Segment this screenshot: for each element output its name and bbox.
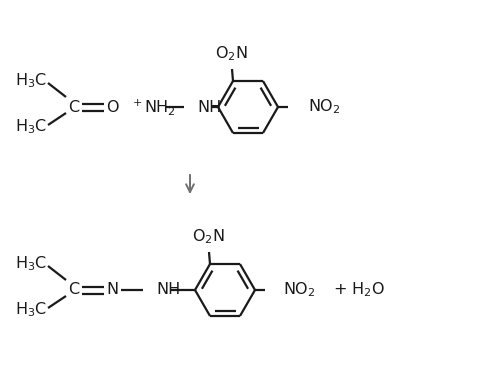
Text: H$_3$C: H$_3$C — [15, 255, 47, 273]
Text: $^+$NH$_2$: $^+$NH$_2$ — [130, 97, 176, 117]
Text: O$_2$N: O$_2$N — [215, 45, 247, 63]
Text: H$_3$C: H$_3$C — [15, 72, 47, 90]
Text: H$_3$C: H$_3$C — [15, 118, 47, 136]
Text: C: C — [69, 283, 80, 298]
Text: O$_2$N: O$_2$N — [192, 227, 225, 246]
Text: N: N — [106, 283, 118, 298]
Text: H$_3$C: H$_3$C — [15, 301, 47, 319]
Text: O: O — [106, 99, 118, 115]
Text: C: C — [69, 99, 80, 115]
Text: NO$_2$: NO$_2$ — [283, 281, 316, 300]
Text: NH: NH — [156, 283, 180, 298]
Text: + H$_2$O: + H$_2$O — [333, 281, 385, 300]
Text: NO$_2$: NO$_2$ — [308, 98, 341, 116]
Text: NH: NH — [197, 99, 221, 115]
